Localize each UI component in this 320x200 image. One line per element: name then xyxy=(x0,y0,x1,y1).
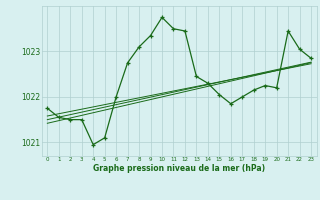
X-axis label: Graphe pression niveau de la mer (hPa): Graphe pression niveau de la mer (hPa) xyxy=(93,164,265,173)
